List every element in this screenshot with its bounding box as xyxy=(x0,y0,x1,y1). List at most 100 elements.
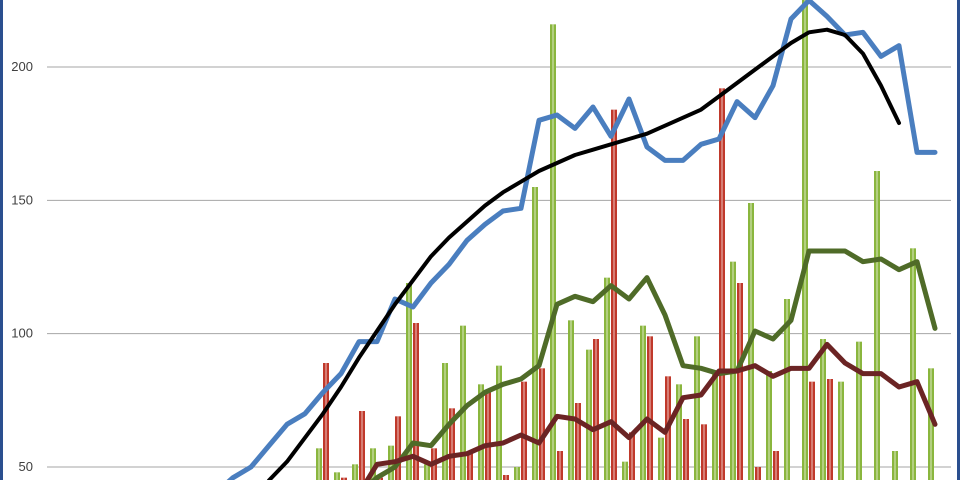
bar xyxy=(712,371,718,480)
bar-highlight xyxy=(912,248,914,480)
bar xyxy=(521,381,527,480)
bar xyxy=(352,464,358,480)
bar-highlight xyxy=(354,464,356,480)
bar-highlight xyxy=(325,363,327,480)
y-tick-label: 50 xyxy=(19,459,33,474)
bar-highlight xyxy=(372,448,374,480)
bar-highlight xyxy=(336,472,338,480)
bar-highlight xyxy=(624,461,626,480)
bar xyxy=(341,477,347,480)
bar-highlight xyxy=(480,384,482,480)
bar xyxy=(676,384,682,480)
bar-highlight xyxy=(757,467,759,480)
bar-highlight xyxy=(559,451,561,480)
bar xyxy=(820,339,826,480)
bar xyxy=(604,277,610,480)
bar xyxy=(593,339,599,480)
bar xyxy=(442,363,448,480)
bar xyxy=(910,248,916,480)
bar xyxy=(737,283,743,480)
bar xyxy=(406,283,412,480)
bar xyxy=(424,464,430,480)
bar xyxy=(503,475,509,480)
y-tick-label: 150 xyxy=(11,192,33,207)
bar-highlight xyxy=(487,389,489,480)
bar-highlight xyxy=(804,0,806,480)
bar xyxy=(647,336,653,480)
bar-highlight xyxy=(523,381,525,480)
bar xyxy=(856,341,862,480)
bar-highlight xyxy=(426,464,428,480)
bar-highlight xyxy=(775,451,777,480)
bar xyxy=(784,299,790,480)
bar xyxy=(532,187,538,480)
bar-highlight xyxy=(649,336,651,480)
bar-highlight xyxy=(552,24,554,480)
bar xyxy=(658,437,664,480)
bar-highlight xyxy=(534,187,536,480)
bar-highlight xyxy=(570,320,572,480)
bar-highlight xyxy=(703,424,705,480)
bar-highlight xyxy=(721,88,723,480)
bar-highlight xyxy=(829,379,831,480)
bar-highlight xyxy=(541,368,543,480)
bar-highlight xyxy=(516,467,518,480)
bar-highlight xyxy=(505,475,507,480)
bar xyxy=(460,325,466,480)
y-axis-ticks: 50 100 150 200 xyxy=(11,59,33,474)
bar-highlight xyxy=(343,477,345,480)
bar xyxy=(892,451,898,480)
series-line xyxy=(364,341,938,480)
bar xyxy=(539,368,545,480)
trend-line xyxy=(267,27,901,480)
bar-series xyxy=(316,0,934,480)
bar-highlight xyxy=(451,408,453,480)
bar-highlight xyxy=(415,323,417,480)
bar xyxy=(809,381,815,480)
bar-highlight xyxy=(685,419,687,480)
bar-highlight xyxy=(811,381,813,480)
bar xyxy=(611,109,617,480)
bar-highlight xyxy=(408,283,410,480)
bar-highlight xyxy=(613,109,615,480)
bar-highlight xyxy=(876,171,878,480)
bar xyxy=(370,448,376,480)
bar-highlight xyxy=(444,363,446,480)
bar xyxy=(514,467,520,480)
bar-highlight xyxy=(714,371,716,480)
bar-highlight xyxy=(469,453,471,480)
bar xyxy=(827,379,833,480)
bar xyxy=(359,411,365,480)
bar xyxy=(838,381,844,480)
bar xyxy=(334,472,340,480)
bar xyxy=(622,461,628,480)
bar xyxy=(568,320,574,480)
bar-highlight xyxy=(606,277,608,480)
bar-highlight xyxy=(361,411,363,480)
bar xyxy=(557,451,563,480)
bar xyxy=(802,0,808,480)
bar xyxy=(640,325,646,480)
bar xyxy=(874,171,880,480)
bar-highlight xyxy=(577,403,579,480)
bar xyxy=(395,416,401,480)
bar-highlight xyxy=(397,416,399,480)
bar xyxy=(586,349,592,480)
bar xyxy=(467,453,473,480)
bar xyxy=(683,419,689,480)
bar-highlight xyxy=(660,437,662,480)
bar-highlight xyxy=(930,368,932,480)
bar xyxy=(575,403,581,480)
bar xyxy=(377,477,383,480)
bar-highlight xyxy=(498,365,500,480)
bar xyxy=(496,365,502,480)
bar-highlight xyxy=(894,451,896,480)
bar-highlight xyxy=(595,339,597,480)
series-line xyxy=(226,0,938,480)
bar xyxy=(478,384,484,480)
bar xyxy=(323,363,329,480)
bar-highlight xyxy=(462,325,464,480)
bar xyxy=(755,467,761,480)
bar xyxy=(719,88,725,480)
